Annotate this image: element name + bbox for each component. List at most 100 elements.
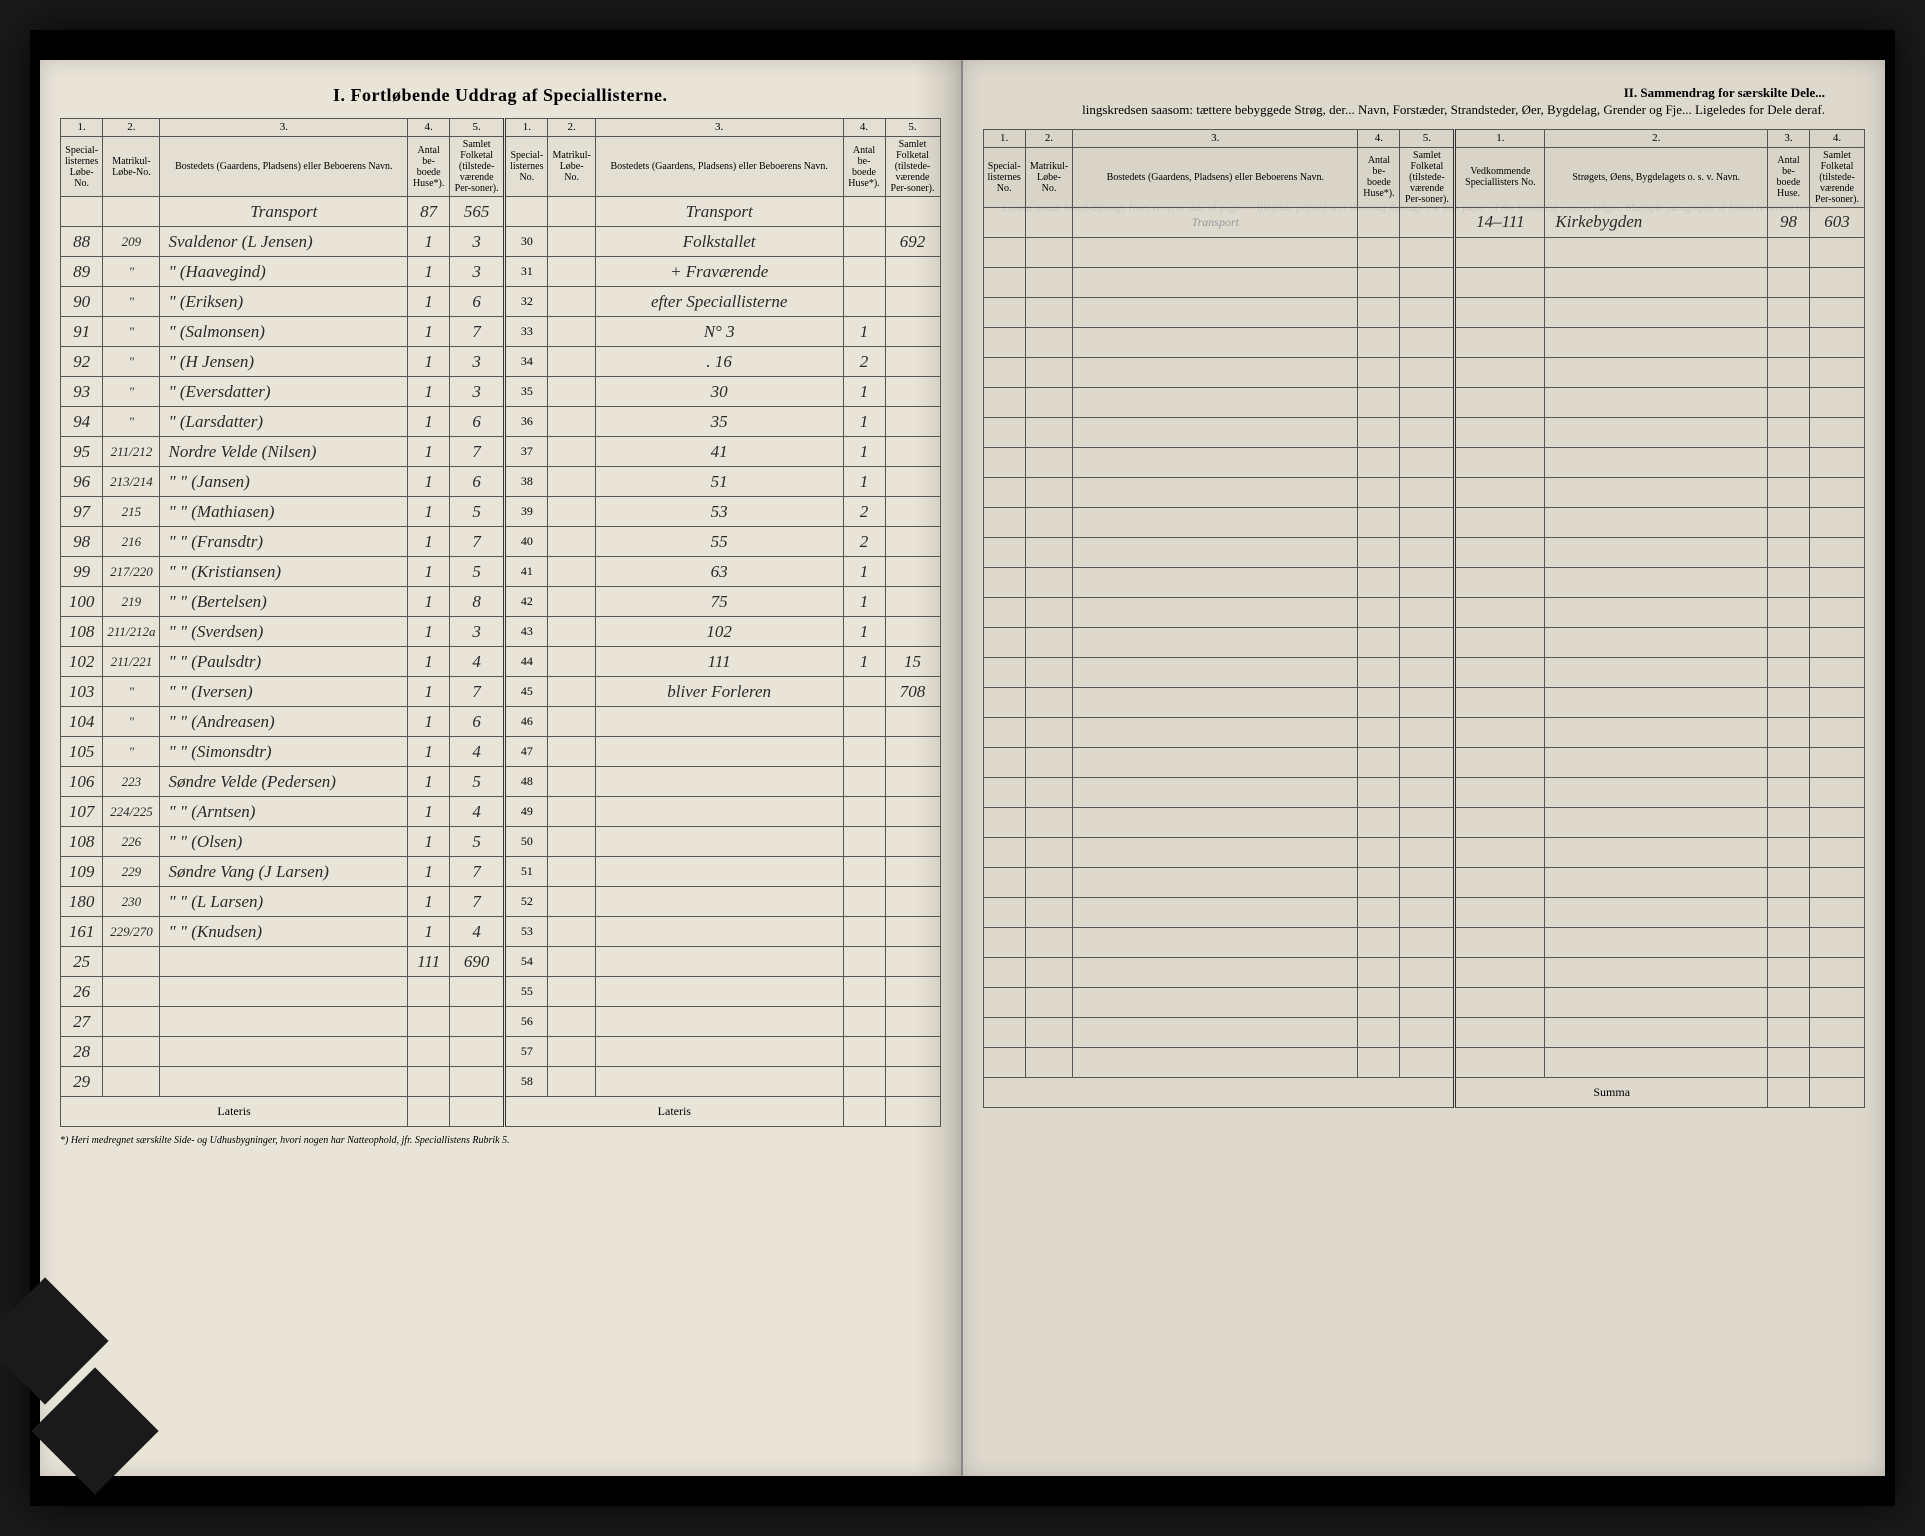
houses-2 xyxy=(843,737,885,767)
cell xyxy=(1545,1017,1768,1047)
table-row xyxy=(983,447,1865,477)
table-row xyxy=(983,387,1865,417)
col-label: Matrikul-Løbe-No. xyxy=(1025,147,1072,207)
bosted-name xyxy=(160,947,408,977)
cell xyxy=(1455,987,1545,1017)
cell xyxy=(1358,807,1400,837)
cell xyxy=(1358,357,1400,387)
col-num: 4. xyxy=(1358,129,1400,147)
table-row xyxy=(983,417,1865,447)
matrikul-no: " xyxy=(103,677,160,707)
persons: 7 xyxy=(450,437,505,467)
persons-2 xyxy=(885,497,940,527)
matrikul-no: 211/221 xyxy=(103,647,160,677)
cell xyxy=(1358,837,1400,867)
bosted-name-2: bliver Forleren xyxy=(595,677,843,707)
cell xyxy=(1025,477,1072,507)
empty-cell xyxy=(983,1077,1455,1107)
matrikul-no: 211/212 xyxy=(103,437,160,467)
cell xyxy=(1810,627,1865,657)
persons: 6 xyxy=(450,407,505,437)
cell xyxy=(1810,897,1865,927)
persons-2 xyxy=(885,377,940,407)
bosted-name-2 xyxy=(595,1007,843,1037)
matrikul-no: " xyxy=(103,347,160,377)
table-row xyxy=(983,1047,1865,1077)
cell xyxy=(1400,777,1455,807)
cell xyxy=(1358,237,1400,267)
houses: 1 xyxy=(408,317,450,347)
cell xyxy=(1358,507,1400,537)
cell xyxy=(1768,417,1810,447)
cell xyxy=(1545,807,1768,837)
houses: 1 xyxy=(408,797,450,827)
col-num: 4. xyxy=(843,119,885,137)
houses: 1 xyxy=(408,377,450,407)
cell xyxy=(1400,537,1455,567)
houses-2: 1 xyxy=(843,587,885,617)
cell xyxy=(1025,1017,1072,1047)
table-row xyxy=(983,627,1865,657)
page-title: I. Fortløbende Uddrag af Speciallisterne… xyxy=(60,85,941,106)
spec-no-2: 47 xyxy=(505,737,548,767)
table-row xyxy=(983,537,1865,567)
houses: 1 xyxy=(408,707,450,737)
spec-no-2: 36 xyxy=(505,407,548,437)
houses: 1 xyxy=(408,827,450,857)
cell xyxy=(1810,717,1865,747)
cell xyxy=(983,597,1025,627)
cell xyxy=(1455,327,1545,357)
persons-2 xyxy=(885,407,940,437)
col-label: Special-listernes Løbe-No. xyxy=(61,137,103,197)
persons: 7 xyxy=(450,677,505,707)
cell xyxy=(1073,657,1358,687)
table-row: 88 209 Svaldenor (L Jensen) 1 3 30 Folks… xyxy=(61,227,941,257)
cell xyxy=(983,567,1025,597)
cell xyxy=(1455,387,1545,417)
houses-2: 1 xyxy=(843,437,885,467)
cell xyxy=(1810,447,1865,477)
spec-no-2: 35 xyxy=(505,377,548,407)
cell xyxy=(1358,447,1400,477)
persons-2 xyxy=(885,827,940,857)
matrikul-no-2 xyxy=(548,707,595,737)
table-row: 107 224/225 " " (Arntsen) 1 4 49 xyxy=(61,797,941,827)
table-row xyxy=(983,597,1865,627)
matrikul-no: " xyxy=(103,257,160,287)
bosted-name-2 xyxy=(595,887,843,917)
bosted-name xyxy=(160,1037,408,1067)
cell xyxy=(983,747,1025,777)
bosted-name: Søndre Velde (Pedersen) xyxy=(160,767,408,797)
persons: 8 xyxy=(450,587,505,617)
spec-no: 100 xyxy=(61,587,103,617)
cell xyxy=(1358,747,1400,777)
cell xyxy=(1455,1047,1545,1077)
houses-2 xyxy=(843,677,885,707)
bosted-name: " " (Simonsdtr) xyxy=(160,737,408,767)
header-num-row: 1. 2. 3. 4. 5. 1. 2. 3. 4. 5. xyxy=(61,119,941,137)
persons-2 xyxy=(885,437,940,467)
cell xyxy=(1400,957,1455,987)
bosted-name-2: 41 xyxy=(595,437,843,467)
houses-2 xyxy=(843,1007,885,1037)
cell xyxy=(983,357,1025,387)
spec-no: 102 xyxy=(61,647,103,677)
cell xyxy=(1810,297,1865,327)
spec-no-2: 48 xyxy=(505,767,548,797)
cell xyxy=(843,197,885,227)
cell xyxy=(1073,927,1358,957)
cell xyxy=(1025,627,1072,657)
spec-no: 89 xyxy=(61,257,103,287)
houses xyxy=(408,1037,450,1067)
cell xyxy=(1400,1017,1455,1047)
cell xyxy=(1768,567,1810,597)
persons: 7 xyxy=(450,527,505,557)
summa-cell xyxy=(1768,1077,1810,1107)
cell xyxy=(1358,537,1400,567)
bosted-name: " " (Kristiansen) xyxy=(160,557,408,587)
houses-2 xyxy=(843,1067,885,1097)
matrikul-no: 211/212a xyxy=(103,617,160,647)
cell xyxy=(1073,777,1358,807)
persons-2 xyxy=(885,917,940,947)
cell xyxy=(1358,777,1400,807)
